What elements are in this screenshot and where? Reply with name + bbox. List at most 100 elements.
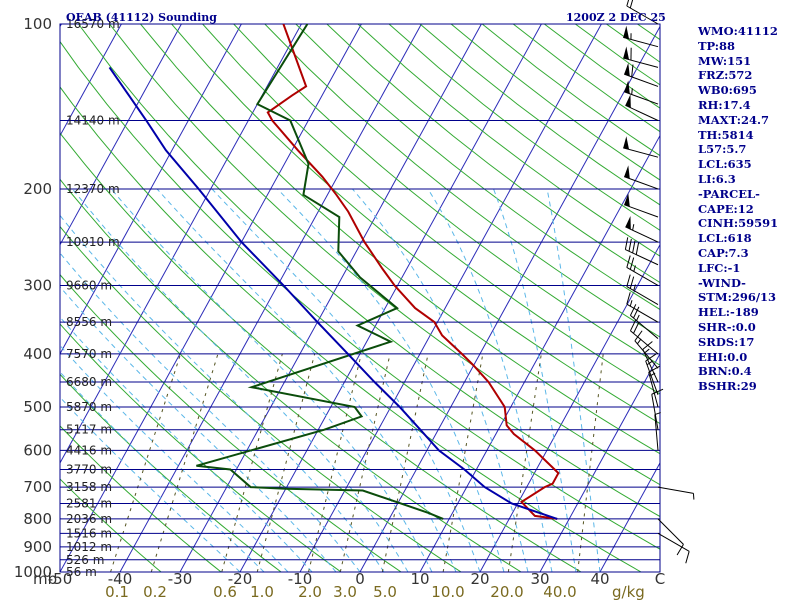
wind-barb-flag	[624, 80, 630, 94]
wind-barb-shaft	[626, 267, 659, 286]
wind-barb	[654, 412, 661, 451]
wind-barb-full	[626, 274, 631, 287]
side-panel-item: -WIND-	[698, 275, 746, 290]
temperature-tick-label: -30	[168, 570, 193, 588]
wind-barb	[629, 319, 659, 355]
wind-barb	[625, 94, 659, 121]
temperature-line	[266, 24, 560, 520]
temperature-tick-label: -40	[108, 570, 133, 588]
wind-barb	[624, 165, 659, 190]
moist-adiabat-line	[60, 396, 241, 572]
side-panel-item: LCL:618	[698, 231, 752, 246]
mixing-ratio-line	[442, 353, 484, 572]
moist-adiabat-line	[211, 188, 481, 572]
mixing-ratio-line	[308, 353, 362, 572]
wind-barb-flag	[624, 62, 630, 77]
side-panel-item: -PARCEL-	[698, 186, 760, 201]
pressure-tick-label: 100	[23, 15, 52, 33]
wind-barb-full	[626, 292, 631, 305]
height-label: 1516 m	[66, 526, 112, 540]
wind-barb-flag	[624, 193, 630, 207]
mixing-ratio-tick-label: 40.0	[543, 583, 576, 600]
side-panel-item: L57:5.7	[698, 142, 747, 157]
wind-barb-half	[633, 284, 636, 291]
height-label: 4416 m	[66, 443, 112, 457]
mixing-ratio-tick-label: 10.0	[431, 583, 464, 600]
side-panel-item: EHI:0.0	[698, 349, 748, 364]
wind-barb-shaft	[651, 394, 659, 430]
mixing-ratio-line	[221, 353, 283, 572]
side-panel-item: SRDS:17	[698, 334, 755, 349]
wind-barb-full	[629, 276, 635, 289]
wind-barb-shaft	[657, 532, 690, 552]
wind-barb-full	[628, 238, 632, 252]
moist-adiabat-line	[72, 188, 409, 572]
wind-barb-shaft	[630, 315, 659, 339]
temperature-tick-label: -20	[228, 570, 253, 588]
wind-barb	[626, 0, 659, 25]
isotherm-line	[60, 24, 182, 246]
wind-barb	[657, 532, 690, 564]
wind-barb	[623, 25, 659, 48]
stability-index-panel: WMO:41112 TP:88 MW:151 FRZ:572 WB0:695 RH:17.…	[698, 24, 798, 394]
temperature-tick-label: C	[655, 570, 665, 588]
wind-barb-full	[626, 255, 631, 268]
wind-barb-full	[629, 304, 637, 316]
height-label: 3158 m	[66, 480, 112, 494]
isobar-lines	[59, 23, 661, 573]
mixing-ratio-line	[150, 353, 219, 572]
side-panel-item: MW:151	[698, 53, 752, 68]
wind-barb-flag	[625, 94, 631, 108]
temperature-tick-label: 10	[410, 570, 429, 588]
pressure-tick-label: 300	[23, 276, 52, 294]
moist-adiabat-line	[60, 285, 337, 572]
wind-barb-shaft	[623, 147, 659, 158]
wind-barb-half	[633, 265, 636, 272]
wind-barb-flag	[624, 165, 630, 179]
wind-barb	[625, 215, 659, 243]
isotherm-line	[179, 24, 482, 572]
wind-barb-full	[629, 319, 637, 332]
wind-barb-shaft	[654, 414, 659, 451]
side-panel-item: BSHR:29	[698, 379, 757, 394]
wind-barb-half	[629, 300, 633, 307]
wind-barb	[623, 136, 659, 158]
chart-title: OEAB (41112) Sounding	[66, 11, 217, 24]
plot-frame	[59, 23, 661, 573]
pressure-tick-label: 400	[23, 345, 52, 363]
side-panel-item: MAXT:24.7	[698, 112, 769, 127]
wind-barb	[626, 292, 659, 323]
side-panel-item: FRZ:572	[698, 68, 753, 83]
isotherm-line	[0, 24, 1, 572]
isotherm-line	[60, 24, 122, 137]
wind-barb-full	[685, 551, 690, 564]
wind-barb-half	[637, 338, 642, 345]
temperature-tick-label: -50	[48, 570, 73, 588]
wind-barb	[624, 80, 659, 105]
wind-barb-full	[634, 330, 643, 342]
wind-barb-flag	[625, 215, 631, 230]
isotherm-line	[539, 352, 660, 572]
wind-barb-shaft	[630, 330, 659, 355]
mixing-ratio-tick-label: 5.0	[373, 583, 397, 600]
wind-barb	[624, 193, 659, 218]
height-label: 8556 m	[66, 315, 112, 329]
height-label: 5117 m	[66, 423, 112, 437]
temperature-tick-label: 20	[470, 570, 489, 588]
side-panel-item: BRN:0.4	[698, 364, 752, 379]
wind-barb-full	[635, 242, 640, 255]
isotherm-line	[299, 24, 602, 572]
mixing-ratio-line	[381, 353, 429, 572]
mixing-ratio-tick-label: 0.6	[213, 583, 237, 600]
wind-barb	[629, 304, 659, 339]
wind-barb-full	[624, 237, 629, 250]
wind-barb-half	[654, 412, 661, 416]
mixing-ratio-tick-label: 3.0	[333, 583, 357, 600]
height-label: 7570 m	[66, 347, 112, 361]
height-label: 56 m	[66, 565, 97, 579]
pressure-tick-label: 200	[23, 180, 52, 198]
temperature-tick-label: 40	[590, 570, 609, 588]
wind-barb-full	[631, 64, 634, 77]
side-panel-item: CINH:59591	[698, 216, 779, 231]
wind-barb	[651, 388, 664, 430]
